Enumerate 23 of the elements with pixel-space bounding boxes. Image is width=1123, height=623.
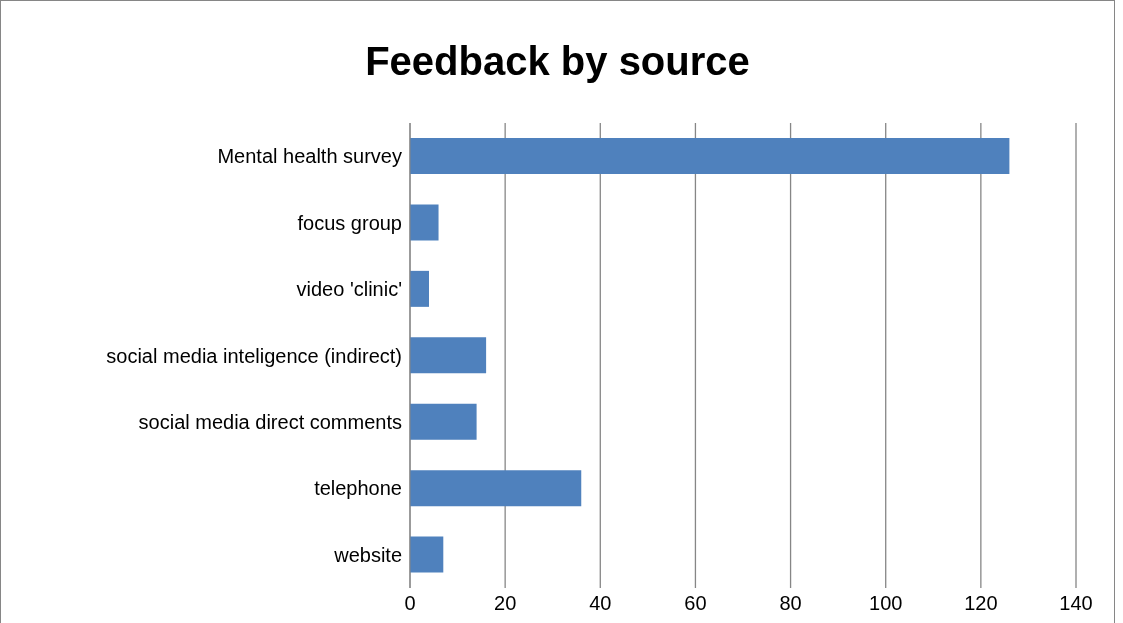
y-tick-label: website: [333, 543, 402, 566]
x-tick-label: 0: [404, 592, 416, 615]
y-tick-label: social media inteligence (indirect): [106, 344, 402, 367]
y-tick-label: focus group: [297, 211, 402, 234]
bar: [410, 138, 1010, 174]
bar: [410, 204, 439, 241]
x-tick-label: 20: [494, 592, 517, 615]
x-tick-label: 120: [964, 592, 998, 615]
bar: [410, 270, 430, 307]
y-tick-label: social media direct comments: [138, 411, 402, 434]
bar: [410, 337, 487, 374]
x-tick-label: 80: [779, 592, 802, 615]
x-tick-label: 100: [869, 592, 903, 615]
x-tick-label: 60: [684, 592, 707, 615]
bar: [410, 470, 582, 507]
y-tick-label: video 'clinic': [296, 278, 402, 301]
bar: [410, 403, 477, 440]
y-tick-label: telephone: [314, 477, 402, 500]
y-tick-label: Mental health survey: [217, 145, 402, 168]
bar: [410, 536, 444, 573]
x-tick-label: 40: [589, 592, 612, 615]
chart-title: Feedback by source: [364, 39, 751, 84]
x-tick-label: 140: [1059, 592, 1093, 615]
